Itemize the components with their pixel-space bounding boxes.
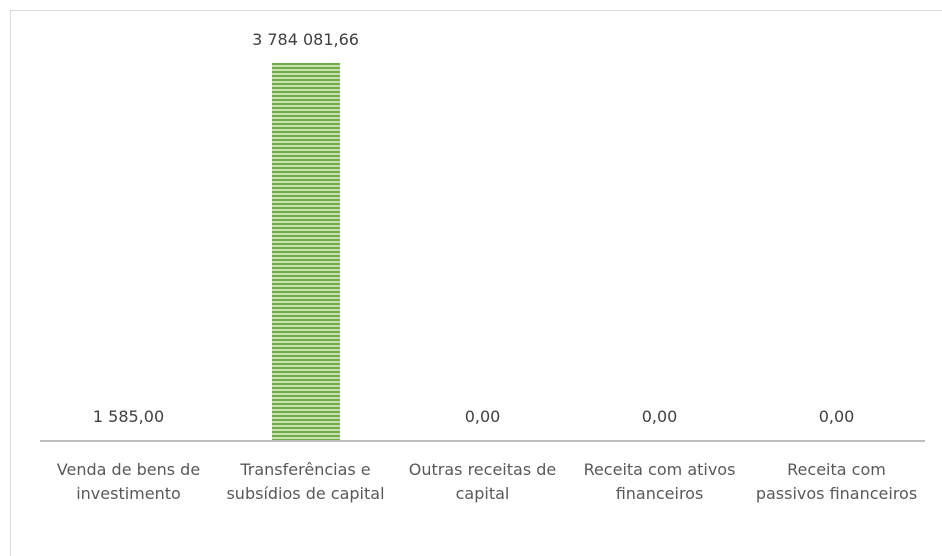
value-label: 0,00 [641,407,678,426]
x-tick-label: Transferências e subsídios de capital [226,460,385,503]
value-label: 0,00 [464,407,501,426]
value-label: 3 784 081,66 [252,30,359,50]
x-tick-label: Receita com ativos financeiros [583,460,736,503]
x-tick-label: Outras receitas de capital [408,460,557,503]
value-label: 0,00 [818,407,855,426]
chart-frame [10,10,942,556]
category-axis [40,440,925,442]
bar [271,63,340,440]
x-tick-label: Venda de bens de investimento [56,460,201,503]
value-label: 1 585,00 [92,406,165,426]
x-tick-label: Receita com passivos financeiros [755,460,918,503]
